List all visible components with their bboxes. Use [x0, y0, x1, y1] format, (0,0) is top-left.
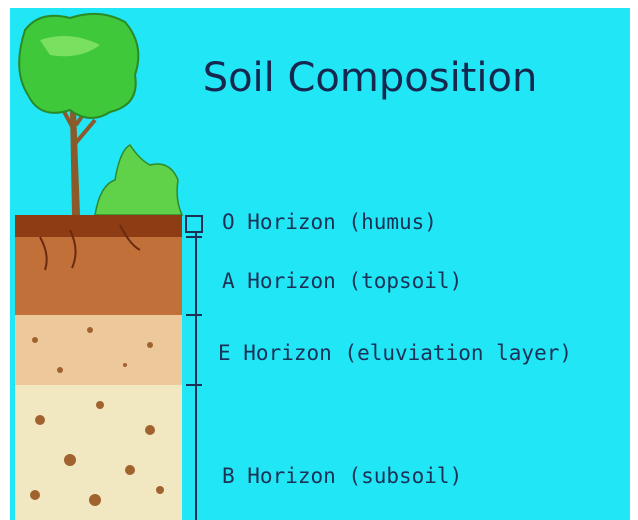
- title: Soil Composition: [203, 55, 538, 101]
- diagram: Soil Composition O Horizon (humus) A Hor…: [0, 0, 638, 520]
- layer-label: A Horizon (topsoil): [222, 269, 462, 293]
- e-layer: [15, 315, 182, 385]
- layer-label: O Horizon (humus): [222, 210, 437, 234]
- layer-label: E Horizon (eluviation layer): [218, 341, 572, 365]
- o-layer: [15, 215, 182, 237]
- layer-label: B Horizon (subsoil): [222, 464, 462, 488]
- a-layer: [15, 237, 182, 315]
